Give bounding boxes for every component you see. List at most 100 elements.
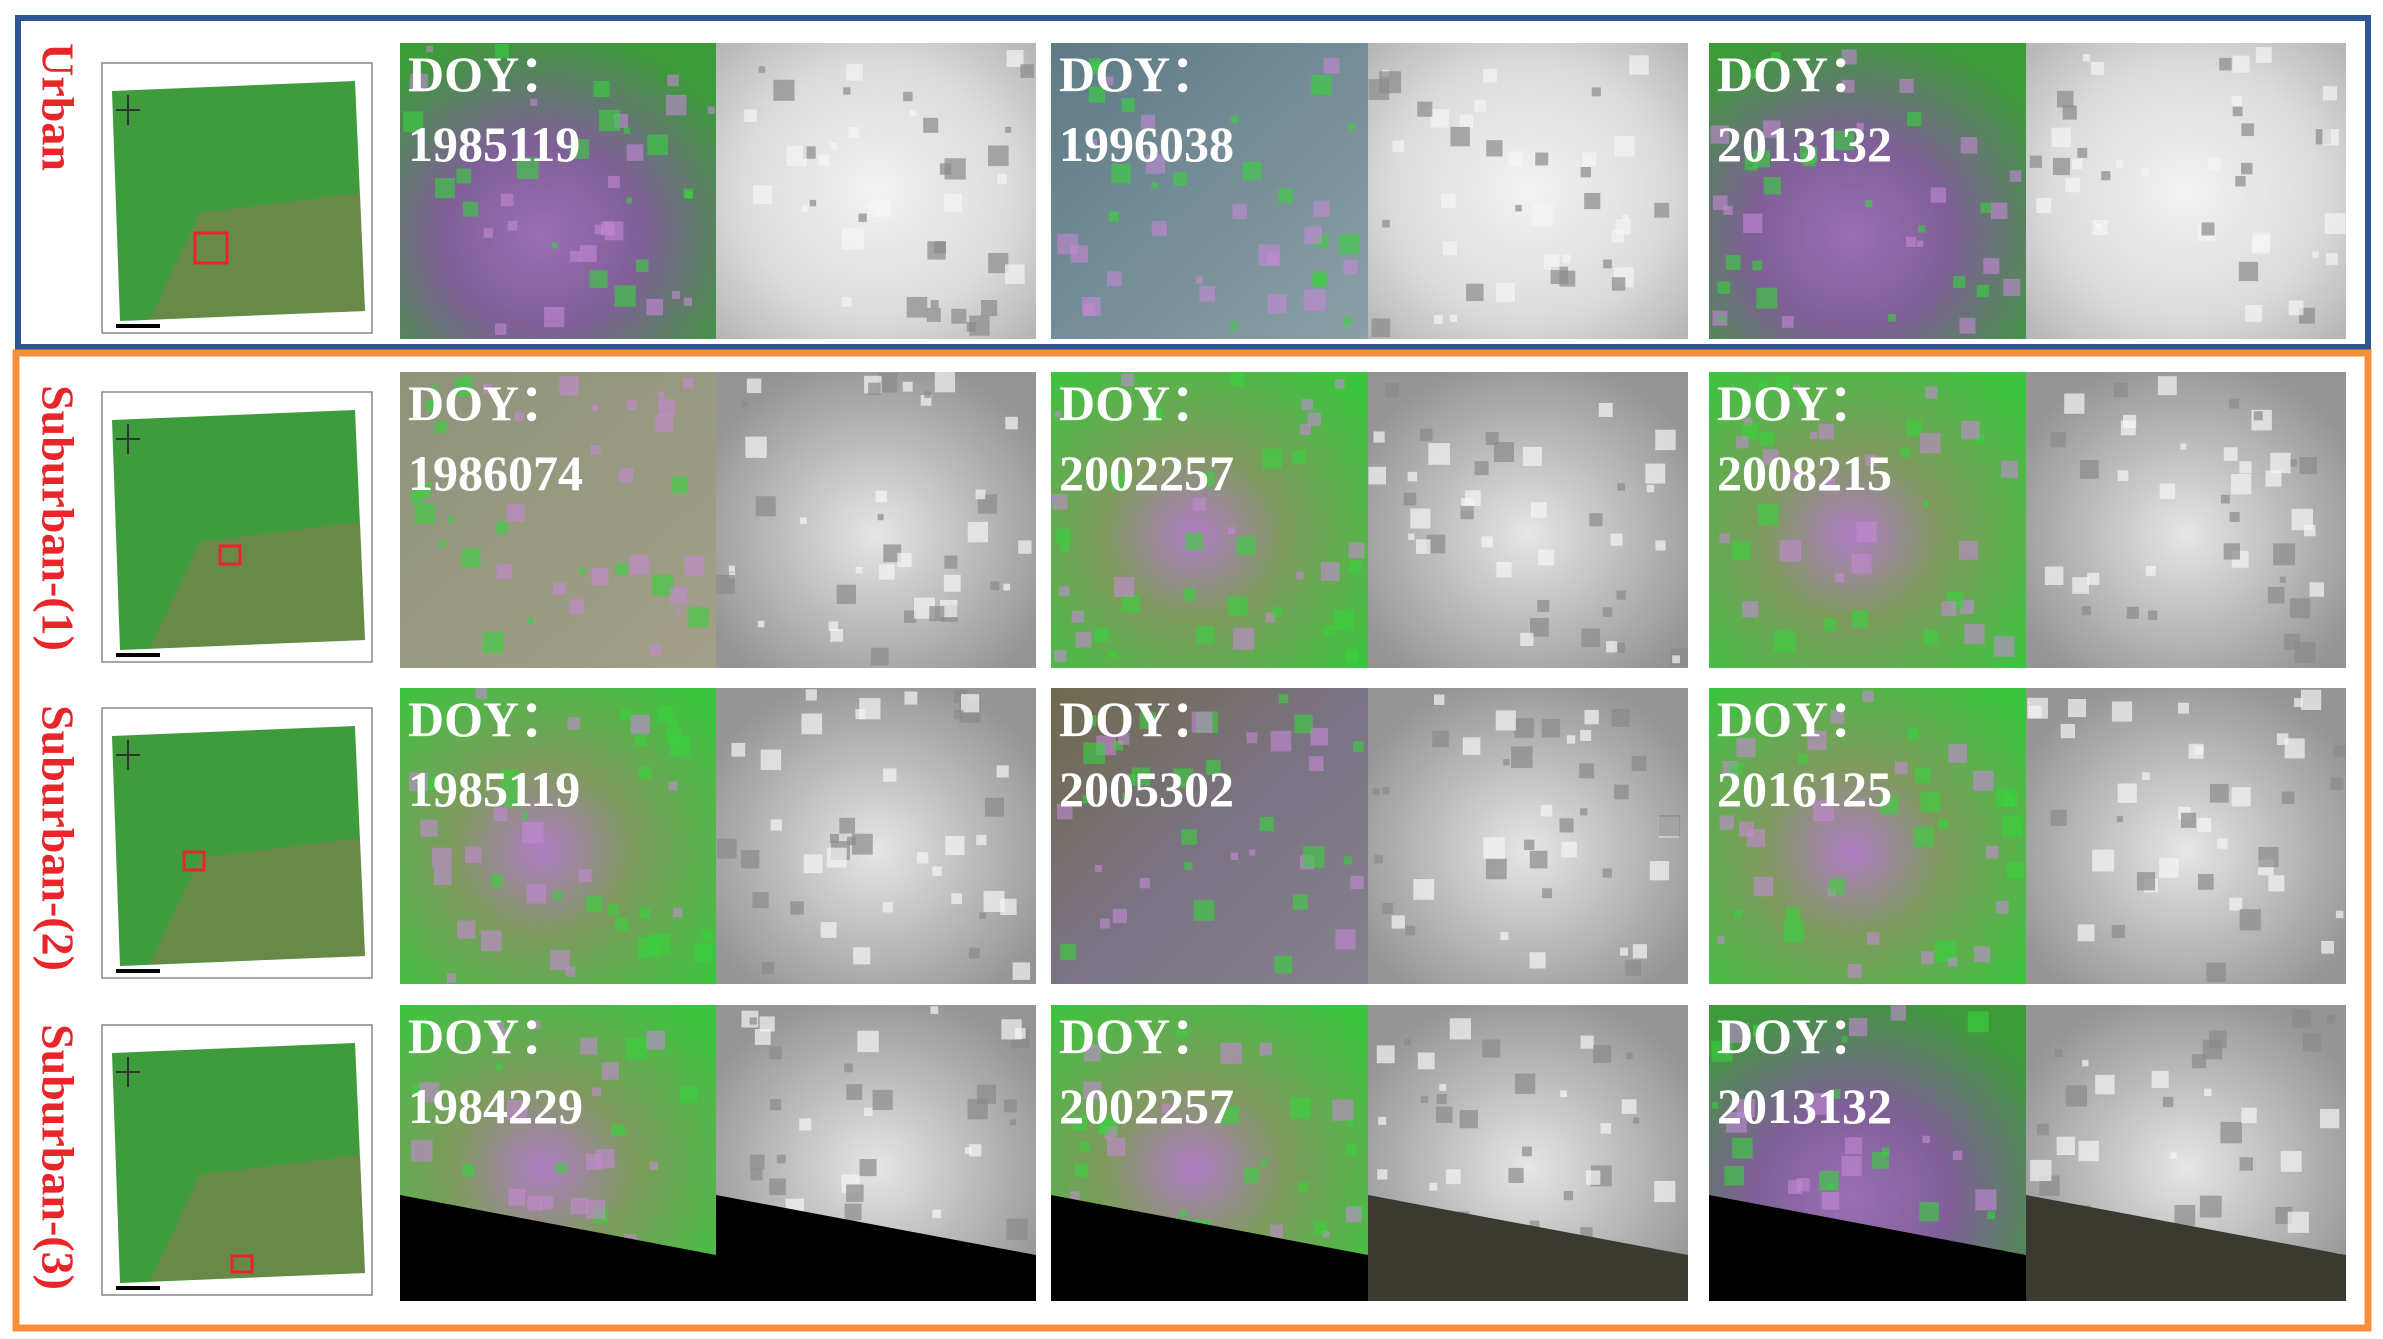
field-patch (669, 735, 690, 757)
field-patch (1056, 528, 1071, 544)
field-patch (1831, 1089, 1841, 1099)
speckle (2219, 57, 2232, 71)
field-patch (1332, 1099, 1354, 1121)
speckle (2180, 443, 2187, 450)
field-patch (1948, 957, 1958, 967)
field-patch (1089, 57, 1101, 70)
speckle (1420, 1095, 1429, 1104)
speckle (2273, 543, 2296, 566)
field-patch (1915, 767, 1931, 784)
speckle (909, 110, 916, 117)
field-patch (1139, 877, 1151, 889)
field-patch (668, 781, 678, 791)
speckle (749, 1154, 765, 1170)
field-patch (456, 168, 472, 184)
field-patch (1345, 1206, 1362, 1223)
speckle (877, 372, 898, 393)
field-patch (652, 574, 674, 596)
field-patch (1060, 542, 1070, 553)
speckle (983, 890, 1005, 912)
speckle (1417, 101, 1433, 117)
speckle (752, 892, 769, 909)
field-patch (1320, 562, 1340, 581)
speckle (1581, 628, 1601, 648)
speckle (2284, 738, 2305, 759)
field-patch (1108, 650, 1117, 659)
field-patch (1856, 122, 1864, 131)
field-patch (531, 1020, 541, 1030)
speckle (2064, 393, 2085, 414)
speckle (754, 1029, 771, 1045)
field-patch (504, 786, 526, 808)
field-patch (527, 617, 534, 625)
field-patch (1785, 907, 1801, 923)
field-patch (1121, 594, 1141, 614)
field-patch (544, 307, 565, 328)
speckle (967, 1098, 988, 1120)
field-patch (1818, 423, 1835, 440)
speckle (988, 252, 1009, 274)
field-patch (1980, 202, 1991, 214)
field-patch (1259, 1042, 1273, 1056)
field-patch (637, 936, 659, 958)
speckle (1408, 533, 1415, 540)
speckle (1372, 788, 1380, 796)
speckle (2062, 105, 2077, 120)
field-patch (553, 582, 566, 595)
speckle (2321, 940, 2334, 954)
field-patch (435, 177, 456, 199)
speckle (1003, 1099, 1017, 1113)
nodata-mask (1709, 1195, 2026, 1301)
field-patch (1339, 233, 1360, 254)
field-patch (707, 106, 715, 114)
speckle (2072, 577, 2089, 594)
speckle (2162, 1096, 2174, 1108)
field-patch (1719, 815, 1734, 830)
speckle (1382, 219, 1390, 228)
field-patch (1739, 821, 1755, 837)
speckle (1371, 318, 1391, 338)
field-patch (1888, 314, 1896, 322)
speckle (2220, 494, 2230, 504)
field-patch (1862, 690, 1874, 702)
speckle (853, 947, 871, 965)
field-patch (1248, 849, 1256, 856)
field-patch (1258, 244, 1281, 266)
speckle (858, 213, 867, 222)
speckle (2115, 159, 2124, 168)
speckle (745, 436, 767, 458)
speckle (1611, 277, 1626, 291)
field-patch (1710, 125, 1730, 144)
speckle (2157, 376, 2177, 396)
speckle (2309, 582, 2324, 597)
field-patch (2001, 460, 2019, 478)
field-patch (1725, 255, 1741, 270)
speckle (830, 833, 839, 843)
speckle (1520, 632, 1534, 647)
speckle (879, 564, 895, 580)
speckle (1407, 471, 1418, 482)
field-patch (1845, 1137, 1863, 1155)
speckle (2141, 772, 2150, 781)
field-patch (607, 175, 620, 188)
speckle (987, 145, 1009, 167)
speckle (1602, 868, 1612, 878)
field-patch (1353, 741, 1364, 752)
field-patch (683, 188, 694, 199)
field-patch (683, 297, 692, 306)
speckle (836, 584, 856, 604)
field-patch (1967, 1011, 1989, 1033)
speckle (2111, 701, 2133, 722)
speckle (1614, 136, 1635, 157)
field-patch (655, 414, 673, 433)
speckle (758, 66, 766, 73)
speckle (2206, 962, 2226, 983)
speckle (951, 308, 967, 324)
field-patch (614, 285, 636, 307)
speckle (1515, 204, 1522, 212)
field-patch (1937, 818, 1949, 830)
speckle (1589, 513, 1603, 527)
speckle (954, 709, 964, 720)
speckle (2197, 873, 2214, 890)
